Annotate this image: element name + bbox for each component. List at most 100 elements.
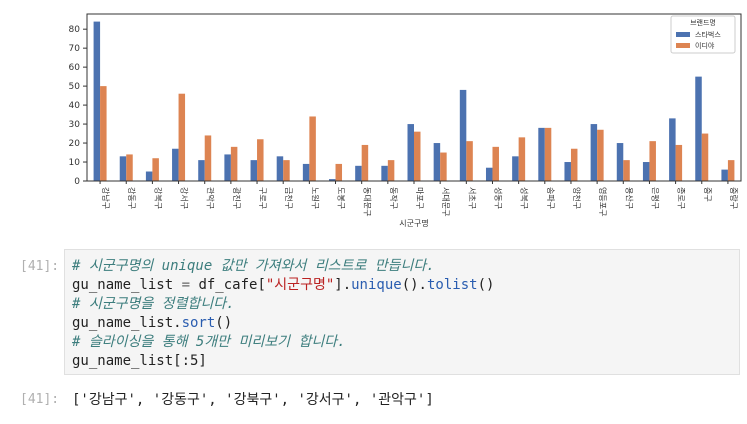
x-tick-label: 마포구 xyxy=(415,187,424,209)
y-tick-label: 80 xyxy=(69,25,81,35)
code-token: () xyxy=(215,315,233,331)
bar-starbucks xyxy=(564,162,571,181)
bar-starbucks xyxy=(276,156,284,181)
bar-ediya xyxy=(361,144,369,181)
legend-label: 스타벅스 xyxy=(695,30,721,39)
code-token: ]. xyxy=(334,277,352,293)
x-tick-label: 관악구 xyxy=(206,187,216,209)
x-tick-label: 금천구 xyxy=(284,187,294,209)
code-line-2: gu_name_list = df_cafe["시군구명"].unique().… xyxy=(72,276,494,295)
x-tick-label: 성동구 xyxy=(493,187,502,209)
x-tick-label: 서대문구 xyxy=(441,187,450,216)
x-tick-label: 강동구 xyxy=(127,187,137,209)
y-tick-label: 40 xyxy=(69,101,81,111)
x-axis-label: 시군구명 xyxy=(399,218,428,228)
bar-starbucks xyxy=(669,118,676,181)
code-string: "시군구명" xyxy=(265,277,335,293)
bar-ediya xyxy=(597,129,604,181)
x-tick-label: 광진구 xyxy=(232,187,242,209)
bar-starbucks xyxy=(407,124,414,181)
y-tick-label: 20 xyxy=(69,139,81,149)
x-tick-label: 동대문구 xyxy=(363,187,372,216)
legend-swatch xyxy=(676,32,690,37)
bar-ediya xyxy=(701,133,709,181)
bar-starbucks xyxy=(172,148,179,181)
bar-starbucks xyxy=(695,76,702,181)
bar-starbucks xyxy=(302,163,310,181)
code-token: = xyxy=(181,277,191,293)
code-cell[interactable]: # 시군구명의 unique 값만 가져와서 리스트로 만듭니다. gu_nam… xyxy=(64,249,740,375)
bar-starbucks xyxy=(119,156,127,181)
bar-ediya xyxy=(727,160,735,181)
code-line-6: gu_name_list[:5] xyxy=(72,353,207,369)
input-prompt: [41]: xyxy=(20,259,60,274)
plot-frame xyxy=(86,13,742,182)
x-tick-label: 용산구 xyxy=(624,187,634,209)
x-tick-label: 은평구 xyxy=(650,187,660,209)
code-method: sort xyxy=(181,315,216,331)
bar-starbucks xyxy=(721,169,728,181)
x-tick-label: 종로구 xyxy=(677,187,686,209)
code-token: df_cafe[ xyxy=(190,277,266,293)
bar-starbucks xyxy=(224,154,231,181)
code-token: (). xyxy=(401,277,427,293)
bar-ediya xyxy=(178,93,186,181)
bar-ediya xyxy=(309,116,316,181)
bar-starbucks xyxy=(329,179,336,181)
bar-chart: 0 10 20 30 40 50 60 70 80 강남구 강동구 강북구 강서구 관악구 광진구 구로구 금천… xyxy=(69,13,742,228)
bar-starbucks xyxy=(590,124,598,181)
bar-starbucks xyxy=(459,89,467,181)
y-tick-label: 70 xyxy=(69,44,81,54)
bar-starbucks xyxy=(642,162,650,181)
bar-ediya xyxy=(152,158,159,181)
output-prompt: [41]: xyxy=(20,392,60,407)
y-tick-label: 60 xyxy=(69,63,81,73)
x-tick-label: 영등포구 xyxy=(598,187,608,216)
y-tick-label: 0 xyxy=(74,177,80,187)
x-tick-label: 중랑구 xyxy=(729,187,739,209)
cell-output: ['강남구', '강동구', '강북구', '강서구', '관악구'] xyxy=(72,392,434,408)
bar-ediya xyxy=(387,160,395,181)
code-method: unique xyxy=(351,277,402,293)
bar-ediya xyxy=(100,86,107,181)
bar-ediya xyxy=(466,141,473,181)
bar-ediya xyxy=(649,141,656,181)
bar-ediya xyxy=(230,146,238,181)
x-tick-label: 서초구 xyxy=(467,187,476,209)
y-tick-label: 30 xyxy=(69,120,81,130)
chart-svg: 0 10 20 30 40 50 60 70 80 강남구 강동구 강북구 강서구 관악구 광진구 구로구 금천… xyxy=(69,13,742,228)
bar-ediya xyxy=(492,146,499,181)
code-token: gu_name_list xyxy=(72,277,182,293)
bar-ediya xyxy=(570,148,578,181)
bar-starbucks xyxy=(538,127,545,181)
code-comment-5: # 슬라이싱을 통해 5개만 미리보기 합니다. xyxy=(72,334,346,350)
x-tick-label: 동작구 xyxy=(389,187,399,209)
code-comment-3: # 시군구명을 정렬합니다. xyxy=(72,296,235,312)
bar-ediya xyxy=(518,137,526,181)
x-tick-label: 송파구 xyxy=(546,187,555,209)
bar-ediya xyxy=(675,144,683,181)
bar-ediya xyxy=(283,160,290,181)
bar-starbucks xyxy=(512,156,519,181)
x-tick-label: 성북구 xyxy=(520,187,529,209)
bar-starbucks xyxy=(93,21,101,181)
y-tick-label: 50 xyxy=(69,82,81,92)
x-tick-label: 양천구 xyxy=(572,187,582,209)
bar-ediya xyxy=(204,135,212,181)
x-tick-label: 중구 xyxy=(703,187,712,202)
bar-starbucks xyxy=(616,143,624,181)
bar-starbucks xyxy=(433,143,441,181)
x-tick-label: 강북구 xyxy=(153,187,163,209)
bar-ediya xyxy=(544,127,552,181)
code-line-4: gu_name_list.sort() xyxy=(72,314,232,333)
bar-ediya xyxy=(414,131,421,181)
legend-label: 이디야 xyxy=(695,41,715,50)
bar-starbucks xyxy=(250,160,258,181)
bar-ediya xyxy=(440,152,447,181)
code-comment-1: # 시군구명의 unique 값만 가져와서 리스트로 만듭니다. xyxy=(72,258,435,274)
bar-starbucks xyxy=(485,167,493,181)
x-tick-label: 도봉구 xyxy=(337,187,346,209)
x-tick-label: 노원구 xyxy=(310,187,319,209)
bar-starbucks xyxy=(198,160,205,181)
bar-starbucks xyxy=(145,171,153,181)
